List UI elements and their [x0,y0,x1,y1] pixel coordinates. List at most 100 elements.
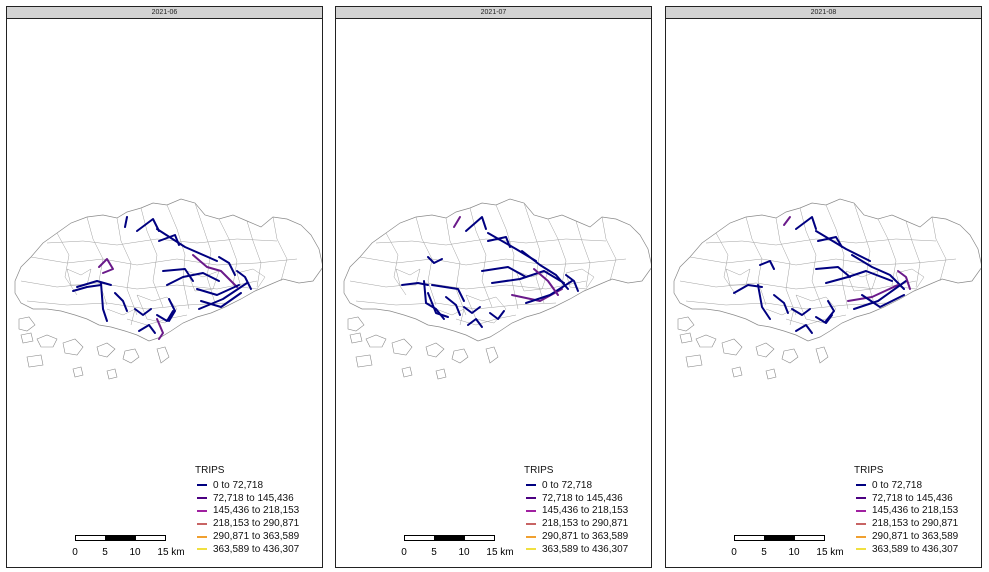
panel-title: 2021-08 [666,7,981,19]
trip-flow-line [861,294,905,308]
district-boundary [359,256,627,266]
legend-swatch [526,535,536,538]
district-boundary [715,232,737,296]
trip-flow-line [757,284,771,320]
district-boundary [575,220,591,288]
trip-flow-line [565,274,579,292]
offshore-island [26,354,44,368]
legend-swatch [856,535,866,538]
offshore-island [106,368,118,380]
trip-flow-line [773,294,789,314]
district-boundary [126,314,188,326]
legend-item: 363,589 to 436,307 [195,543,299,556]
legend-item: 290,871 to 363,589 [195,530,299,543]
district-boundary [236,268,266,290]
offshore-island [451,348,469,364]
offshore-island [96,342,116,358]
district-boundary [349,280,587,290]
district-boundary [825,204,849,310]
offshore-island [72,366,84,378]
district-boundary [246,220,262,288]
offshore-island [485,346,499,364]
offshore-island [695,334,717,348]
offshore-island [18,316,36,332]
district-boundary [565,268,595,290]
trip-flow-line [791,308,811,316]
legend-item: 218,153 to 290,871 [854,517,958,530]
scale-bar-label: 5 [761,547,767,558]
legend-label: 363,589 to 436,307 [213,543,300,555]
legend-label: 290,871 to 363,589 [213,531,300,543]
map-panel-2021-07: 2021-07 TRIPS 0 to 72,718 72,718 to 145,4… [335,6,652,568]
offshore-island [425,342,445,358]
offshore-island [401,366,413,378]
district-boundary [136,294,178,324]
district-boundary [140,207,164,308]
scale-bar-segment [464,535,495,541]
district-boundary [905,220,921,288]
offshore-island [755,342,775,358]
legend-swatch [526,548,536,551]
offshore-island [347,316,365,332]
district-boundary [395,268,421,286]
district-boundary [785,314,847,326]
scale-bar-segment [434,535,465,541]
map-panel-2021-06: 2021-06 TRIPS 0 to 72,718 72,718 to 145,4… [6,6,323,568]
trip-flow-line [192,254,238,288]
district-boundary [775,217,797,316]
trip-flow-line [72,284,102,292]
trip-flow-line [491,270,565,284]
legend-item: 290,871 to 363,589 [524,530,628,543]
scale-bar-segment [105,535,136,541]
legend-swatch [526,484,536,487]
trip-flow-line [431,284,465,302]
trip-flow-line [218,256,236,276]
legend-swatch [197,497,207,500]
offshore-island [679,332,693,344]
legend: TRIPS 0 to 72,718 72,718 to 145,436 145,43… [854,465,958,556]
trip-flow-line [853,280,907,310]
trip-flow-line [533,268,559,296]
trip-flow-line [156,318,164,340]
legend-swatch [526,522,536,525]
scale-bar: 0 5 10 15 km [72,535,185,561]
trip-flow-line [198,282,248,310]
offshore-island [391,338,413,356]
district-boundary [272,216,288,282]
district-boundary [853,202,875,304]
district-boundary [106,308,136,326]
district-boundary [194,202,216,304]
legend-swatch [197,535,207,538]
trip-flow-line [465,216,487,232]
scale-bar-segment [404,535,435,541]
trip-flow-line [897,270,911,290]
offshore-island [156,346,170,364]
trip-flow-line [851,254,905,290]
scale-bar-label: 0 [401,547,407,558]
offshore-island [765,368,777,380]
legend: TRIPS 0 to 72,718 72,718 to 145,436 145,43… [195,465,299,556]
legend-item: 72,718 to 145,436 [854,492,958,505]
map-panel-2021-08: 2021-08 TRIPS 0 to 72,718 72,718 to 145,4… [665,6,982,568]
trip-flow-line [200,292,242,308]
offshore-island [435,368,447,380]
legend-label: 363,589 to 436,307 [872,543,959,555]
district-boundary [455,314,517,326]
trip-flow-line [759,260,775,270]
legend-item: 0 to 72,718 [854,479,958,492]
trip-flow-line [100,282,108,322]
trip-flow-line [815,314,833,324]
scale-bar-label: 0 [72,547,78,558]
district-boundary [705,238,937,246]
trip-flow-line [521,250,569,290]
legend-swatch [856,497,866,500]
legend-label: 72,718 to 145,436 [542,492,623,504]
legend-label: 218,153 to 290,871 [213,518,300,530]
legend-label: 218,153 to 290,871 [872,518,959,530]
district-boundary [795,294,837,324]
district-boundary [20,280,258,290]
scale-bar-segment [764,535,795,541]
trip-flow-line [467,318,483,328]
legend-title: TRIPS [195,465,225,476]
map-canvas [673,198,981,380]
